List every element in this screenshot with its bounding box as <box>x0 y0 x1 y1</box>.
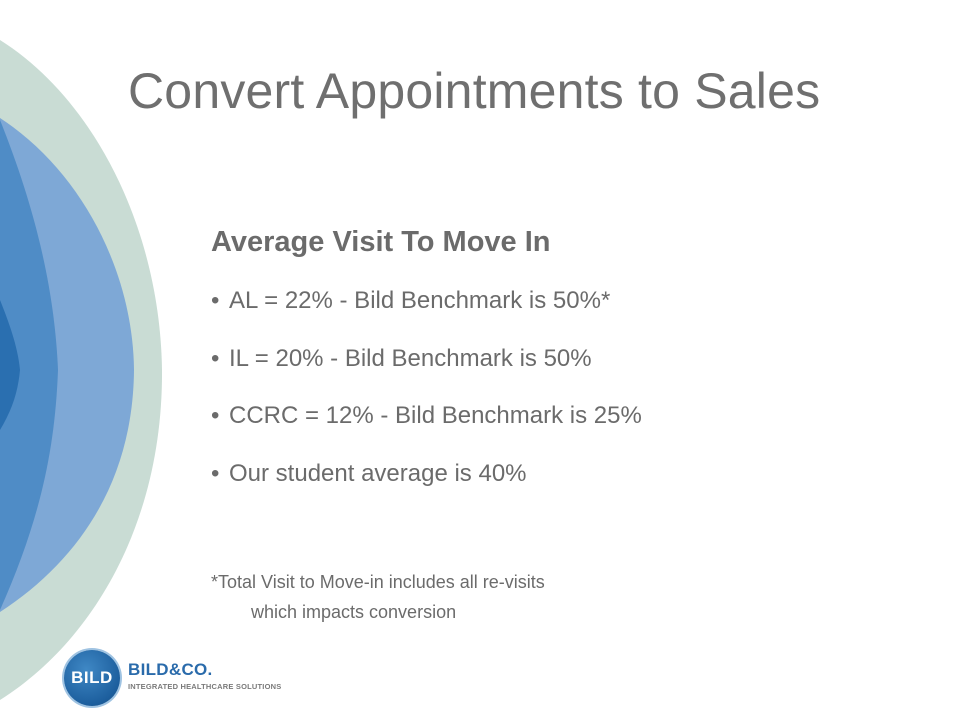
bullet-text: CCRC = 12% - Bild Benchmark is 25% <box>229 402 642 429</box>
logo-badge-text: BILD <box>71 668 113 687</box>
bullet-item: • AL = 22% - Bild Benchmark is 50%* <box>211 280 642 338</box>
bullet-marker: • <box>211 287 220 314</box>
dark-blue-lens <box>0 300 20 430</box>
logo-name: BILD&CO. <box>128 660 213 679</box>
section-heading: Average Visit To Move In <box>211 226 551 258</box>
footnote: *Total Visit to Move-in includes all re-… <box>211 567 545 627</box>
footnote-line-1: *Total Visit to Move-in includes all re-… <box>211 572 545 592</box>
bullet-item: • CCRC = 12% - Bild Benchmark is 25% <box>211 395 642 453</box>
footnote-line-2: which impacts conversion <box>251 602 457 622</box>
logo-badge-icon <box>64 650 120 706</box>
bullet-marker: • <box>211 459 220 487</box>
logo-tagline: INTEGRATED HEALTHCARE SOLUTIONS <box>128 682 282 691</box>
bullet-text: IL = 20% - Bild Benchmark is 50% <box>229 344 592 372</box>
bullet-item: • IL = 20% - Bild Benchmark is 50% <box>211 338 642 396</box>
bullet-list: • AL = 22% - Bild Benchmark is 50%* • IL =… <box>211 280 642 510</box>
bullet-text: AL = 22% - Bild Benchmark is 50%* <box>229 287 611 314</box>
mid-blue-lens <box>0 120 58 610</box>
bullet-text: Our student average is 40% <box>229 459 527 487</box>
bullet-item: • Our student average is 40% <box>211 453 642 511</box>
bullet-marker: • <box>211 402 220 429</box>
bullet-marker: • <box>211 344 220 372</box>
slide-title: Convert Appointments to Sales <box>128 63 821 119</box>
company-logo: BILD BILD&CO. INTEGRATED HEALTHCARE SOLU… <box>64 650 294 706</box>
